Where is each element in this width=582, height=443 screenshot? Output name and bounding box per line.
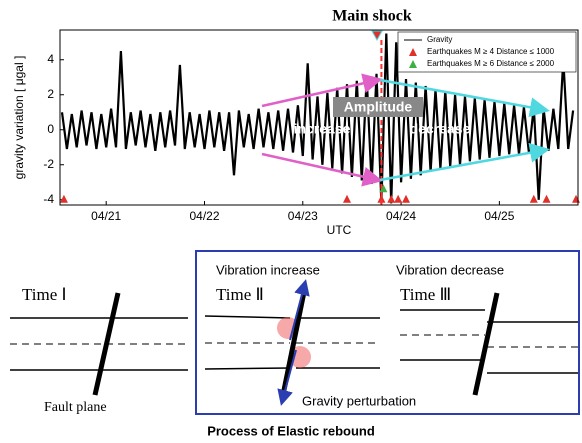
fault bbox=[472, 292, 500, 396]
legend: Gravity Earthquakes M ≥ 4 Distance ≤ 1000… bbox=[397, 31, 577, 73]
y-tick-label: 0 bbox=[47, 122, 54, 136]
x-tick-label: 04/24 bbox=[386, 209, 416, 223]
vibration-arrow bbox=[277, 349, 297, 406]
legend-swatch bbox=[409, 60, 417, 68]
x-tick-label: 04/22 bbox=[189, 209, 219, 223]
annotation: Amplitude bbox=[344, 99, 413, 115]
legend-label: Earthquakes M ≥ 6 Distance ≤ 2000 bbox=[427, 59, 555, 68]
decrease-arrow bbox=[379, 78, 550, 118]
legend-label: Earthquakes M ≥ 4 Distance ≤ 1000 bbox=[427, 47, 555, 56]
y-tick-label: -4 bbox=[43, 192, 54, 206]
y-axis-label: gravity variation [ μgal ] bbox=[12, 56, 26, 180]
diagram-label: Time Ⅰ bbox=[22, 285, 67, 304]
fault bbox=[92, 292, 121, 396]
increase-arrow bbox=[261, 152, 383, 187]
earthquake-marker bbox=[529, 194, 538, 203]
legend-box bbox=[397, 31, 577, 73]
gravity-trace bbox=[60, 33, 575, 204]
x-tick-label: 04/25 bbox=[484, 209, 514, 223]
decrease-arrow bbox=[379, 142, 550, 182]
increase-arrow bbox=[261, 73, 383, 108]
earthquake-marker bbox=[343, 194, 352, 203]
earthquake-marker bbox=[542, 194, 551, 203]
x-tick-label: 04/23 bbox=[288, 209, 318, 223]
diagram-label: Vibration decrease bbox=[396, 262, 504, 277]
diagram-label: Vibration increase bbox=[216, 262, 320, 277]
y-tick-label: 4 bbox=[47, 52, 54, 66]
fault bbox=[280, 291, 307, 396]
caption: Process of Elastic rebound bbox=[207, 423, 375, 438]
diagram-label: Gravity perturbation bbox=[302, 393, 416, 408]
earthquake-marker bbox=[401, 194, 410, 203]
earthquake-marker bbox=[379, 184, 388, 193]
diagram-label: Fault plane bbox=[44, 400, 107, 415]
earthquake-marker bbox=[387, 194, 396, 203]
layer bbox=[204, 315, 291, 319]
overlay: Main shock Amplitude increase decrease bbox=[261, 8, 550, 187]
x-axis-label: UTC bbox=[327, 223, 352, 237]
diagram-label: Time Ⅲ bbox=[400, 285, 451, 304]
earthquake-marker bbox=[394, 194, 403, 203]
y-tick-label: 2 bbox=[47, 87, 54, 101]
layer bbox=[204, 367, 291, 370]
plot: -4 -2 0 2 4 04/21 04/22 04/23 04/24 04/25 UTC gravi… bbox=[12, 29, 581, 237]
elastic-rebound-diagram bbox=[10, 250, 580, 415]
plot-border bbox=[59, 29, 579, 206]
x-tick-label: 04/21 bbox=[91, 209, 121, 223]
annotation: decrease bbox=[410, 121, 471, 137]
perturbation bbox=[289, 346, 311, 368]
vibration-arrow bbox=[289, 279, 310, 341]
amplitude-box bbox=[333, 97, 423, 117]
earthquake-marker bbox=[59, 194, 68, 203]
legend-swatch bbox=[409, 48, 417, 56]
chart-title: Main shock bbox=[332, 8, 412, 25]
earthquake-marker bbox=[377, 194, 386, 203]
frame bbox=[195, 250, 580, 415]
diagram-label: Time Ⅱ bbox=[216, 285, 264, 304]
annotation: increase bbox=[294, 121, 351, 137]
legend-label: Gravity bbox=[427, 35, 452, 44]
y-tick-label: -2 bbox=[43, 157, 54, 171]
main-shock-marker bbox=[371, 30, 383, 42]
